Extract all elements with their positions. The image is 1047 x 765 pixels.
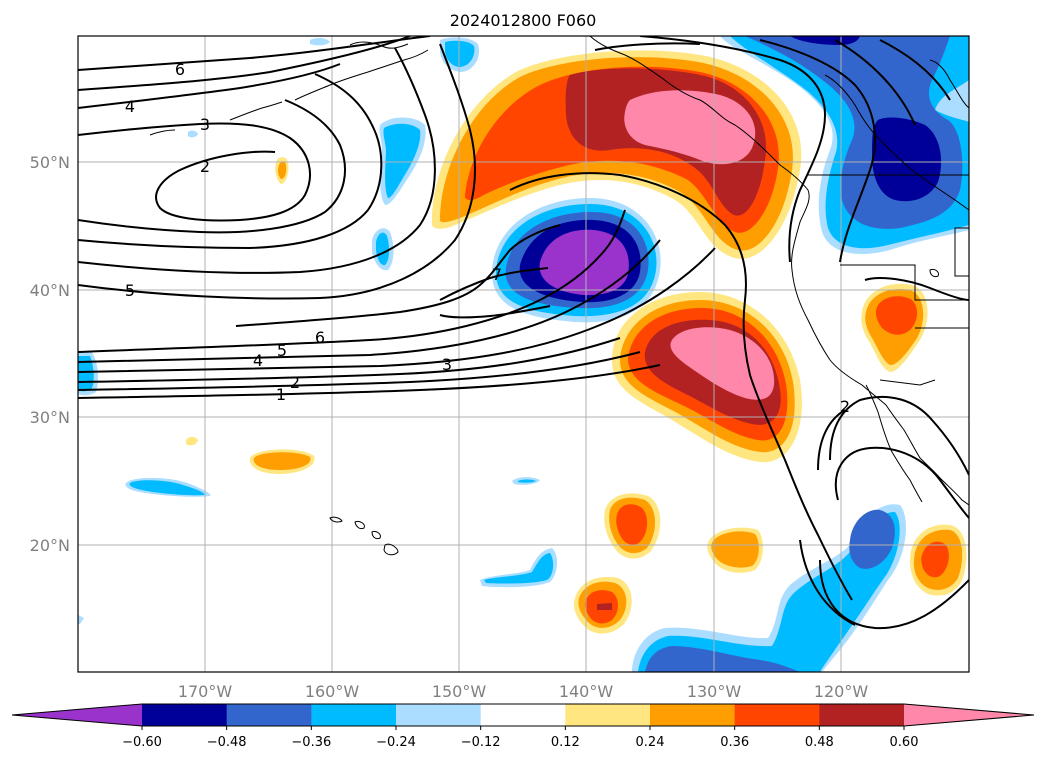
- lat-label: 20°N: [30, 536, 70, 555]
- colorbar-tick-label: 0.12: [551, 735, 580, 750]
- lon-label: 150°W: [432, 682, 487, 701]
- coastlines: [149, 36, 969, 556]
- colorbar-tick-label: −0.12: [461, 735, 501, 750]
- lat-label: 40°N: [30, 281, 70, 300]
- colorbar: −0.60 −0.48 −0.36 −0.24 −0.12 0.12 0.24 0.36 0.4…: [11, 703, 1035, 750]
- colorbar-tick-label: −0.60: [122, 735, 162, 750]
- colorbar-tick-label: 0.36: [720, 735, 749, 750]
- colorbar-segment: [396, 704, 482, 726]
- contour-label: 5: [277, 341, 287, 360]
- lat-label: 50°N: [30, 153, 70, 172]
- positive-anomaly-north: [431, 50, 802, 259]
- contour-label: 3: [200, 115, 210, 134]
- contour-labels: 6 4 3 2 5 7 6 5 4 3 2 1 2: [125, 60, 850, 416]
- colorbar-segment: [480, 704, 566, 726]
- colorbar-tick-label: −0.24: [376, 735, 416, 750]
- contour-label: 2: [200, 157, 210, 176]
- map-area: [78, 36, 969, 672]
- contour-label: 3: [442, 355, 452, 374]
- lon-label: 130°W: [687, 682, 742, 701]
- lon-label: 140°W: [559, 682, 614, 701]
- lon-label: 170°W: [178, 682, 233, 701]
- colorbar-tick-label: 0.24: [636, 735, 665, 750]
- colorbar-segment: [565, 704, 651, 726]
- contour-label: 1: [276, 385, 286, 404]
- longitude-labels: 170°W 160°W 150°W 140°W 130°W 120°W: [178, 682, 869, 701]
- height-contours: [78, 36, 969, 630]
- colorbar-segment: [142, 704, 228, 726]
- contour-label: 6: [175, 60, 185, 79]
- latitude-labels: 50°N 40°N 30°N 20°N: [30, 153, 70, 555]
- contour-label: 4: [253, 351, 263, 370]
- negative-anomaly-northeast: [720, 36, 969, 255]
- negative-anomaly-south: [78, 352, 907, 672]
- positive-anomaly-small: [186, 157, 967, 634]
- lon-label: 120°W: [814, 682, 869, 701]
- contour-label: 2: [840, 397, 850, 416]
- lon-label: 160°W: [305, 682, 360, 701]
- colorbar-segment: [819, 704, 905, 726]
- colorbar-segment: [650, 704, 736, 726]
- map-title: 2024012800 F060: [450, 11, 597, 30]
- colorbar-segment: [311, 704, 397, 726]
- graticule: [78, 36, 969, 672]
- colorbar-segment: [226, 704, 312, 726]
- contour-label: 4: [125, 97, 135, 116]
- positive-anomaly-southeast: [612, 292, 802, 463]
- colorbar-tick-label: 0.48: [805, 735, 834, 750]
- contour-label: 5: [125, 281, 135, 300]
- colorbar-segment: [734, 704, 820, 726]
- lat-label: 30°N: [30, 408, 70, 427]
- negative-anomaly-low: [491, 198, 661, 323]
- negative-anomaly-small-north: [188, 37, 480, 271]
- colorbar-extend-low: [12, 704, 142, 726]
- contour-label: 2: [290, 373, 300, 392]
- contour-label: 7: [492, 265, 502, 284]
- colorbar-tick-label: −0.48: [207, 735, 247, 750]
- colorbar-tick-label: 0.60: [890, 735, 919, 750]
- colorbar-tick-label: −0.36: [291, 735, 331, 750]
- colorbar-extend-high: [904, 704, 1034, 726]
- map-frame: [77, 35, 970, 673]
- contour-label: 6: [315, 328, 325, 347]
